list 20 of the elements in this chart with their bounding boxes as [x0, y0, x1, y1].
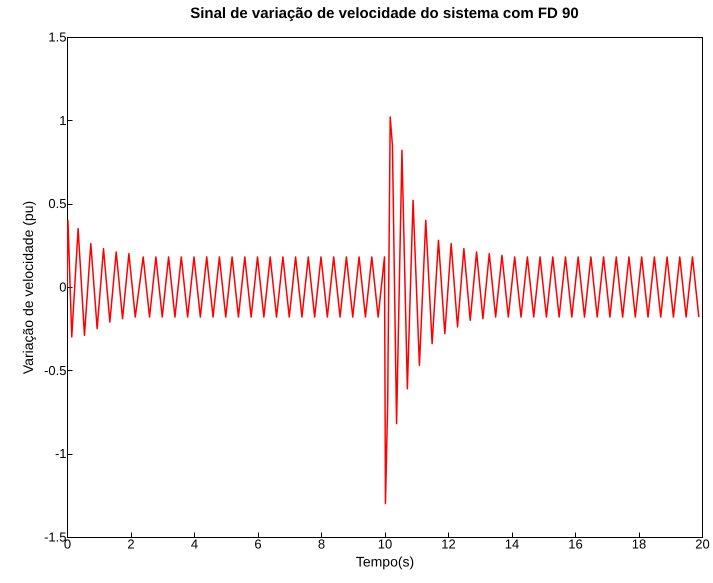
- x-tick-label: 6: [254, 536, 262, 552]
- line-series: [67, 116, 700, 504]
- x-tick-label: 18: [632, 536, 646, 552]
- x-tick-label: 20: [695, 536, 710, 552]
- y-tick-label: 0.5: [48, 196, 66, 212]
- y-tick-label: -1: [54, 446, 66, 462]
- x-axis-title: Tempo(s): [356, 554, 414, 570]
- x-tick-label: 16: [568, 536, 583, 552]
- y-axis-title: Variação de velocidade (pu): [20, 200, 36, 374]
- x-tick-label: 8: [318, 536, 326, 552]
- x-tick-label: 12: [441, 536, 456, 552]
- x-tick-label: 14: [504, 536, 520, 552]
- x-tick-label: 2: [127, 536, 135, 552]
- y-tick-label: 0: [59, 280, 66, 294]
- x-tick-label: 4: [190, 536, 198, 552]
- chart-title: Sinal de variação de velocidade do sistema com FD 90: [190, 5, 579, 22]
- y-tick-label: 1.5: [48, 30, 66, 44]
- y-tick-label: -0.5: [44, 362, 66, 378]
- x-tick-label: 10: [378, 536, 392, 552]
- y-tick-label: 1: [59, 112, 66, 128]
